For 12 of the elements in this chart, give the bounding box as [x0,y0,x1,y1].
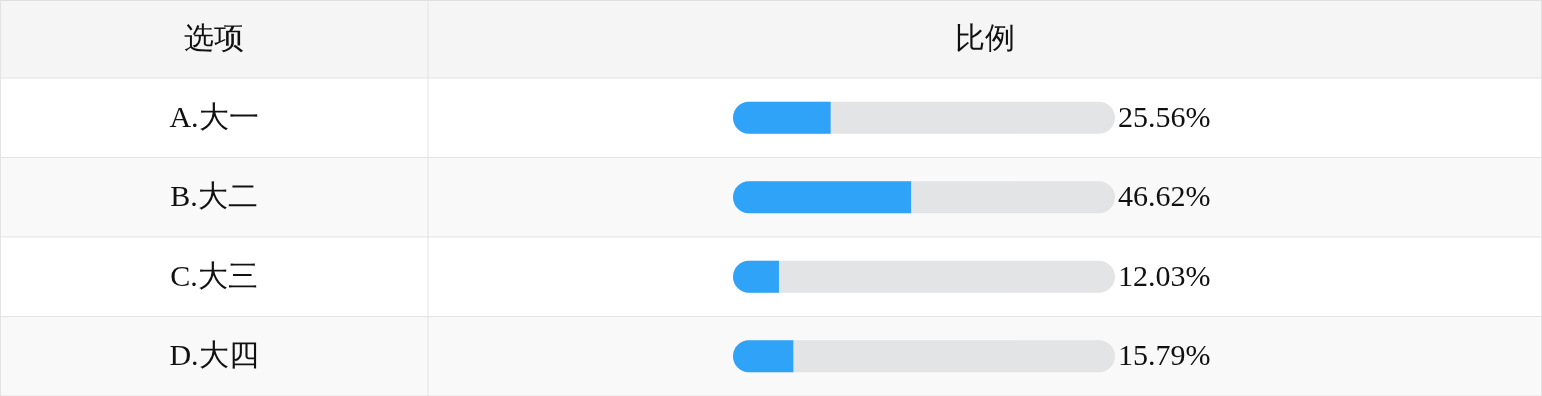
data-label: 15.79% [1118,338,1211,372]
data-label: 46.62% [1118,179,1211,213]
y-tick-label: B.大二 [170,179,258,213]
x-axis-title: 比例 [955,21,1015,54]
y-tick-label: C.大三 [170,258,258,292]
data-label: 25.56% [1118,99,1211,133]
y-axis-title: 选项 [184,21,244,54]
data-label: 12.03% [1118,258,1211,292]
bar [733,101,831,134]
y-tick-label: A.大一 [169,99,259,133]
bar [733,340,794,373]
y-tick-label: D.大四 [169,338,259,372]
